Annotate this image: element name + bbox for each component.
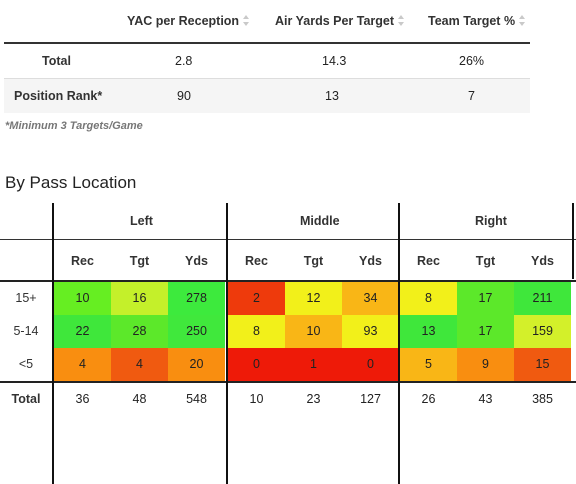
footnote: *Minimum 3 Targets/Game <box>5 120 143 132</box>
row-label: <5 <box>18 357 34 371</box>
section-title: By Pass Location <box>5 173 137 192</box>
table-row: Position Rank* 90 13 7 <box>4 79 530 113</box>
subheader-cell: Yds <box>185 254 208 268</box>
team-target-value: 26% <box>459 54 485 68</box>
heatmap-cell: 8 <box>400 282 457 315</box>
total-cell: 385 <box>532 392 553 406</box>
total-cell: 43 <box>478 392 493 406</box>
row-label: 5-14 <box>13 324 39 338</box>
sort-icon[interactable] <box>398 15 405 26</box>
heatmap-cell: 12 <box>285 282 342 315</box>
heatmap-cell: 13 <box>400 315 457 348</box>
sort-icon[interactable] <box>519 15 526 26</box>
heatmap-cell: 28 <box>111 315 168 348</box>
stats-table-header: YAC per Reception Air Yards Per Target T… <box>4 0 530 44</box>
heatmap-cell: 250 <box>168 315 225 348</box>
yac-rank: 90 <box>177 89 191 103</box>
table-row: 5-14 22 28 250 8 10 93 13 17 159 <box>0 315 576 348</box>
table-row: Total 2.8 14.3 26% <box>4 44 530 79</box>
row-label-total: Total <box>42 54 71 68</box>
heatmap-cell: 17 <box>457 315 514 348</box>
totals-row: Total 36 48 548 10 23 127 26 43 385 <box>0 381 576 415</box>
heatmap-cell: 5 <box>400 348 457 381</box>
column-divider <box>398 203 400 484</box>
group-left: Left <box>130 214 153 228</box>
group-right: Right <box>475 214 507 228</box>
subheader-cell: Tgt <box>303 254 324 268</box>
subheader-cell: Rec <box>417 254 440 268</box>
heatmap-cell: 1 <box>285 348 342 381</box>
team-target-rank: 7 <box>468 89 475 103</box>
subheader-cell: Yds <box>359 254 382 268</box>
total-cell: 23 <box>306 392 321 406</box>
group-header-row: Left Middle Right <box>0 203 576 240</box>
subheader-row: Rec Tgt Yds Rec Tgt Yds Rec Tgt Yds <box>0 240 576 282</box>
heatmap-cell: 2 <box>228 282 285 315</box>
table-row: 15+ 10 16 278 2 12 34 8 17 211 <box>0 282 576 315</box>
air-yards-value: 14.3 <box>322 54 347 68</box>
heatmap-cell: 4 <box>54 348 111 381</box>
heatmap-cell: 278 <box>168 282 225 315</box>
total-cell: 548 <box>186 392 207 406</box>
heatmap-cell: 17 <box>457 282 514 315</box>
column-header-air-yards[interactable]: Air Yards Per Target <box>275 14 405 28</box>
row-label-position-rank: Position Rank* <box>14 89 103 103</box>
sort-icon[interactable] <box>243 15 250 26</box>
subheader-cell: Rec <box>71 254 94 268</box>
heatmap-cell: 15 <box>514 348 571 381</box>
subheader-cell: Rec <box>245 254 268 268</box>
yac-value: 2.8 <box>175 54 193 68</box>
column-header-yac[interactable]: YAC per Reception <box>127 14 250 28</box>
column-header-team-target[interactable]: Team Target % <box>428 14 526 28</box>
column-divider <box>52 203 54 484</box>
heatmap-cell: 8 <box>228 315 285 348</box>
total-cell: 36 <box>75 392 90 406</box>
heatmap-cell: 10 <box>285 315 342 348</box>
heatmap-cell: 10 <box>54 282 111 315</box>
total-cell: 26 <box>421 392 436 406</box>
heatmap-cell: 20 <box>168 348 225 381</box>
total-cell: 48 <box>132 392 147 406</box>
heatmap-cell: 22 <box>54 315 111 348</box>
row-label: 15+ <box>15 291 37 305</box>
air-yards-rank: 13 <box>325 89 339 103</box>
heatmap-cell: 93 <box>342 315 399 348</box>
heatmap-cell: 0 <box>342 348 399 381</box>
subheader-cell: Tgt <box>129 254 150 268</box>
column-divider <box>226 203 228 484</box>
pass-location-table: Left Middle Right Rec Tgt Yds Rec Tgt Yd… <box>0 203 576 484</box>
subheader-cell: Yds <box>531 254 554 268</box>
heatmap-cell: 9 <box>457 348 514 381</box>
heatmap-cell: 34 <box>342 282 399 315</box>
heatmap-cell: 16 <box>111 282 168 315</box>
heatmap-cell: 4 <box>111 348 168 381</box>
row-label-total: Total <box>11 392 41 406</box>
heatmap-cell: 0 <box>228 348 285 381</box>
heatmap-body: 15+ 10 16 278 2 12 34 8 17 211 5-14 22 28 250 8 10 93 13 1… <box>0 282 576 381</box>
stats-table: YAC per Reception Air Yards Per Target T… <box>4 0 530 113</box>
column-divider <box>572 203 574 279</box>
total-cell: 127 <box>360 392 381 406</box>
group-middle: Middle <box>300 214 340 228</box>
total-cell: 10 <box>249 392 264 406</box>
heatmap-cell: 159 <box>514 315 571 348</box>
subheader-cell: Tgt <box>475 254 496 268</box>
heatmap-cell: 211 <box>514 282 571 315</box>
table-row: <5 4 4 20 0 1 0 5 9 15 <box>0 348 576 381</box>
